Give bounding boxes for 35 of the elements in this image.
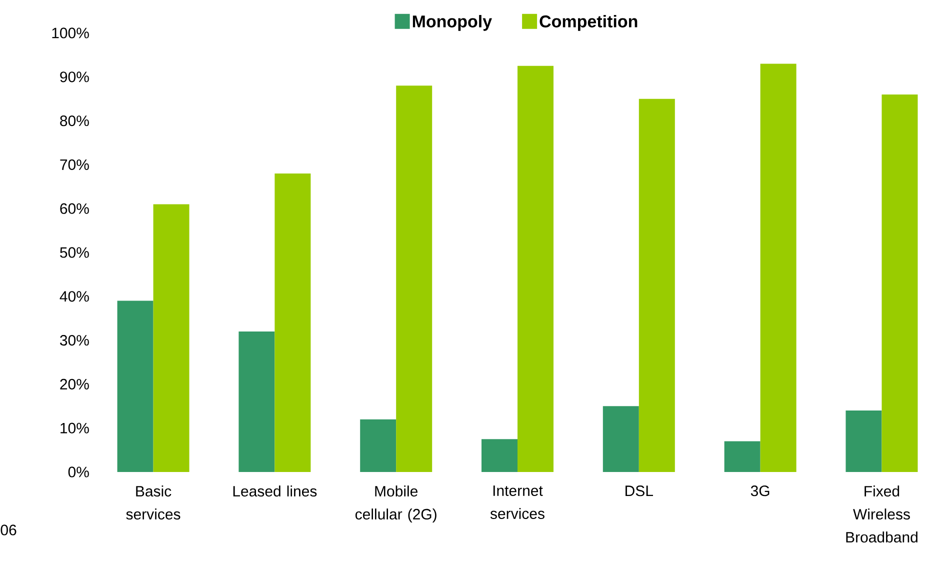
bar [518,66,554,472]
y-tick-label: 30% [60,334,89,346]
x-tick-label: Leased lines [233,486,317,497]
bar [602,406,639,472]
legend-label: Monopoly [412,14,492,31]
x-tick-label: Basic services [126,486,180,520]
bar [638,98,675,472]
bar [760,64,796,472]
y-tick-label: 60% [60,203,89,214]
y-tick-label: 40% [60,291,89,302]
bar [482,439,518,472]
y-tick-label: 100% [52,28,89,38]
x-tick-label: Internet services [490,486,544,519]
bar [882,94,918,472]
bar [846,410,882,472]
bar [274,173,311,472]
y-tick-label: 20% [60,378,89,390]
y-tick-label: 0% [68,466,89,478]
legend-label: Competition [540,14,638,31]
y-tick-label: 10% [60,422,89,434]
bar [360,419,396,472]
y-tick-label: 70% [60,159,89,170]
x-tick-label: 3G [750,486,770,496]
x-tick-label: Fixed Wireless Broadband [846,486,918,543]
bar [724,441,760,472]
bar [396,86,432,472]
bar [117,300,154,472]
bar [238,332,275,472]
x-tick-label: Mobile cellular (2G) [355,486,436,523]
y-tick-label: 50% [60,247,89,258]
x-tick-label: DSL [626,486,653,496]
bar [153,204,190,472]
y-tick-label: 90% [60,72,89,82]
text: 06 [0,524,16,536]
y-tick-label: 80% [60,115,89,126]
